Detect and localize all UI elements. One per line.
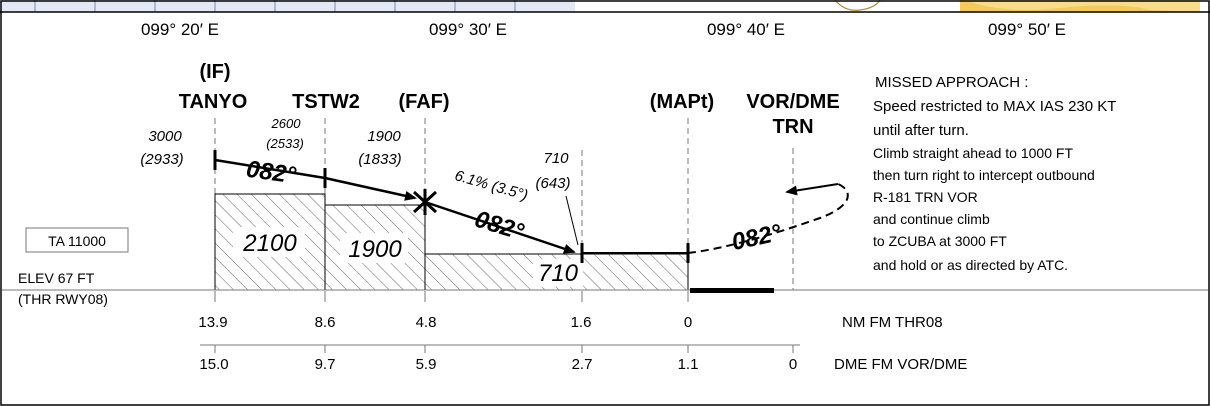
dme-value: 9.7 (315, 356, 336, 373)
elevation: ELEV 67 FT (18, 270, 95, 286)
missed-approach-line: until after turn. (873, 122, 969, 139)
nm-value: 0 (684, 314, 692, 331)
missed-approach-line: Climb straight ahead to 1000 FT (873, 145, 1073, 161)
missed-approach-line: then turn right to intercept outbound (873, 167, 1095, 183)
dme-value: 1.1 (678, 356, 699, 373)
dme-scale: 15.0 9.7 5.9 2.7 1.1 0 DME FM VOR/DME (199, 344, 967, 373)
initial-track: 082° (245, 156, 298, 190)
longitude-label: 099° 40′ E (707, 20, 785, 39)
dme-scale-label: DME FM VOR/DME (834, 356, 967, 373)
missed-approach-line: Speed restricted to MAX IAS 230 KT (873, 98, 1116, 115)
transition-altitude-box (25, 227, 129, 253)
fix-faf: (FAF) (398, 91, 449, 113)
nm-value: 13.9 (198, 314, 227, 331)
missed-approach-text: MISSED APPROACH : Speed restricted to MA… (873, 74, 1116, 273)
minimum-altitude-blocks (214, 193, 689, 291)
tstw2-altitude: 2600 (271, 116, 302, 131)
dme-value: 5.9 (416, 356, 437, 373)
longitude-label: 099° 20′ E (141, 20, 219, 39)
sdf-height: (643) (535, 175, 570, 192)
nm-scale: 13.9 8.6 4.8 1.6 0 NM FM THR08 (198, 291, 943, 331)
fix-tstw2: TSTW2 (292, 91, 360, 113)
dme-value: 2.7 (572, 356, 593, 373)
min-altitude-1900: 1900 (348, 236, 402, 263)
fix-trn: TRN (772, 116, 813, 138)
nm-value: 1.6 (571, 314, 592, 331)
missed-approach-path (687, 183, 849, 254)
missed-approach-line: and continue climb (873, 211, 990, 227)
missed-approach-line: R-181 TRN VOR (873, 189, 978, 205)
fix-mapt: (MAPt) (650, 91, 714, 113)
threshold-label: (THR RWY08) (18, 291, 108, 307)
map-strip (0, 0, 1210, 13)
min-altitude-2100: 2100 (242, 230, 297, 257)
faf-altitude: 1900 (367, 128, 401, 145)
descent-path (213, 150, 690, 263)
final-track: 082° (472, 206, 528, 246)
longitude-label: 099° 50′ E (988, 20, 1066, 39)
missed-track: 082° (729, 219, 784, 256)
transition-altitude: TA 11000 (48, 233, 106, 249)
missed-approach-line: and hold or as directed by ATC. (873, 257, 1068, 273)
faf-height: (1833) (358, 151, 401, 168)
tstw2-height: (2533) (266, 136, 304, 151)
sdf-leader-line (565, 195, 579, 246)
dme-value: 15.0 (199, 356, 228, 373)
dme-value: 0 (789, 356, 797, 373)
fix-vordme: VOR/DME (746, 91, 839, 113)
tanyo-altitude: 3000 (148, 128, 182, 145)
tanyo-height: (2933) (140, 151, 183, 168)
missed-approach-title: MISSED APPROACH : (875, 74, 1028, 91)
runway-bar (690, 288, 774, 293)
nm-scale-label: NM FM THR08 (842, 314, 943, 331)
min-altitude-710: 710 (538, 260, 579, 287)
fix-tanyo: TANYO (179, 91, 248, 113)
descent-gradient: 6.1% (3.5°) (453, 167, 530, 204)
longitude-label: 099° 30′ E (429, 20, 507, 39)
missed-approach-line: to ZCUBA at 3000 FT (873, 233, 1007, 249)
nm-value: 8.6 (315, 314, 336, 331)
sdf-altitude: 710 (543, 150, 569, 167)
nm-value: 4.8 (416, 314, 437, 331)
if-label: (IF) (199, 61, 230, 83)
